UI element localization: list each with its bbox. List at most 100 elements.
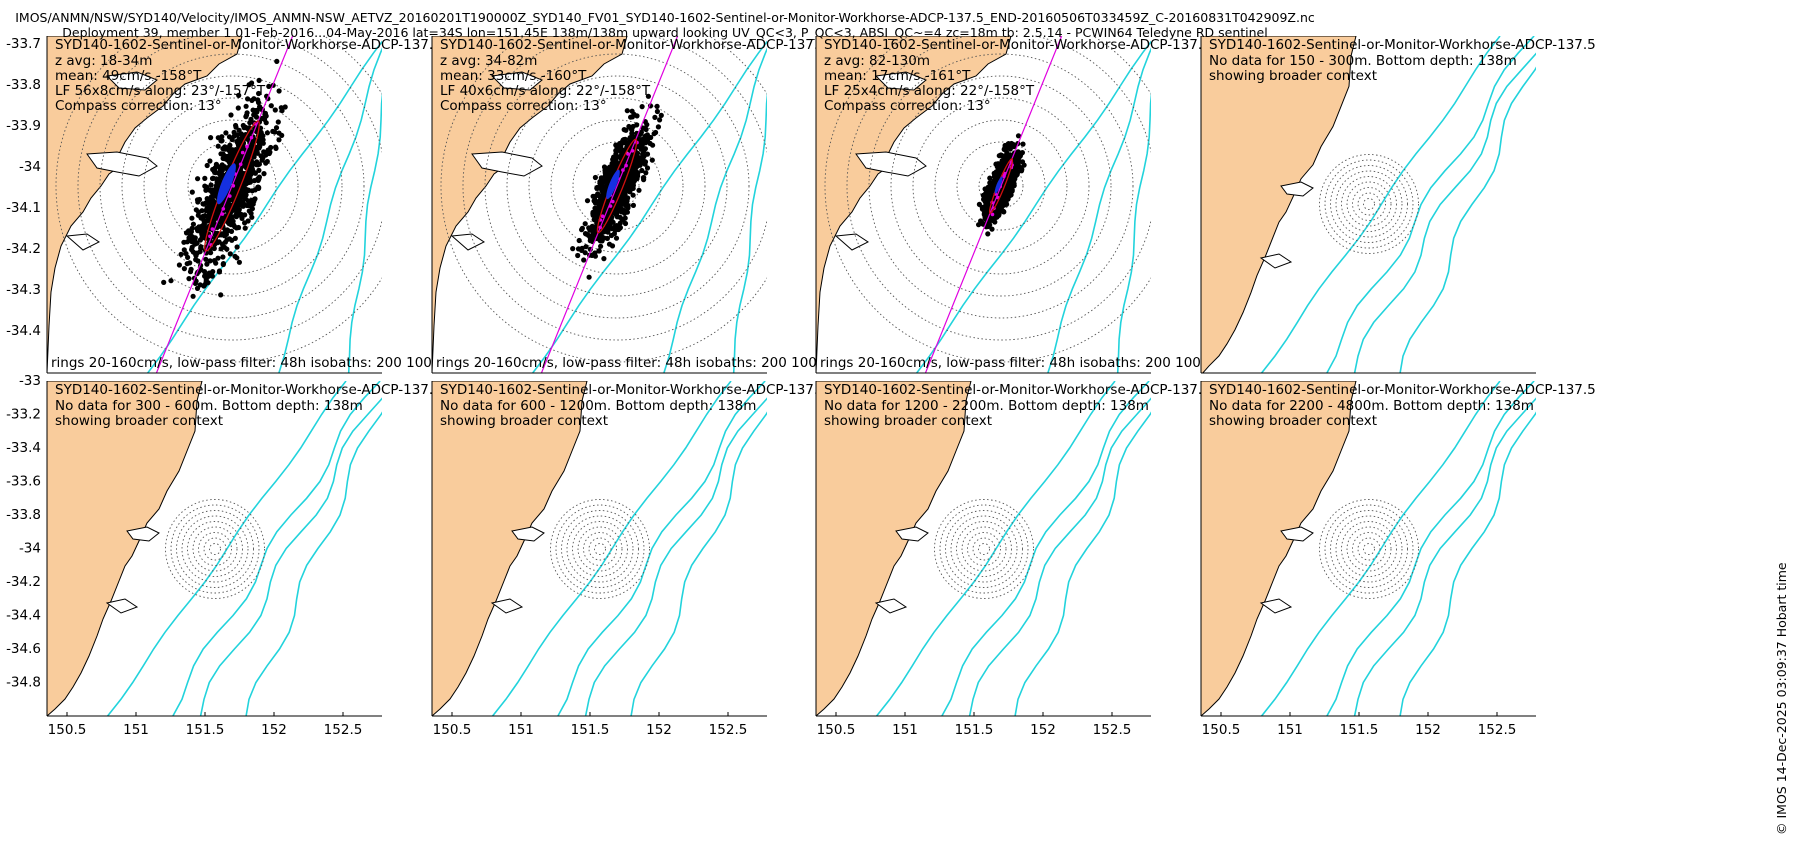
x-tick-label: 150.5 [48, 722, 87, 738]
isobath-line [1326, 36, 1535, 373]
speed-ring [824, 36, 1151, 363]
current-sample [246, 198, 253, 204]
current-sample [639, 167, 645, 174]
current-sample [202, 175, 208, 181]
estuary [1259, 253, 1293, 269]
current-sample [654, 103, 660, 109]
current-sample [274, 58, 280, 64]
panel-stats-line: No data for 600 - 1200m. Bottom depth: 1… [440, 398, 756, 414]
current-sample [998, 152, 1004, 158]
current-sample [988, 192, 994, 198]
current-sample [208, 194, 214, 200]
speed-ring [506, 75, 728, 297]
current-sample [199, 234, 205, 241]
current-sample [214, 182, 220, 188]
current-sample [618, 205, 624, 211]
speed-ring [978, 543, 990, 555]
current-sample [272, 107, 278, 113]
map-panel-1-4: SYD140-1602-Sentinel-or-Monitor-Workhors… [1200, 36, 1596, 374]
current-sample [626, 123, 632, 130]
panel-stats-line: Compass correction: 13° [55, 98, 222, 114]
low-pass-sample [245, 144, 249, 149]
current-sample [181, 266, 187, 272]
current-sample [249, 214, 255, 220]
current-sample [245, 218, 251, 224]
panel-stats-line: z avg: 18-34m [55, 53, 152, 69]
low-pass-sample [621, 168, 625, 172]
isobath-line [663, 47, 767, 373]
isobath-line [1353, 52, 1536, 373]
current-sample [214, 208, 220, 214]
current-sample [608, 232, 615, 239]
current-sample [637, 155, 643, 161]
current-sample [247, 120, 253, 126]
current-sample [247, 178, 254, 184]
speed-ring [1324, 159, 1414, 249]
current-sample [591, 230, 597, 236]
current-sample [189, 215, 195, 221]
current-sample [985, 231, 991, 237]
current-sample [210, 204, 216, 210]
isobath-line [557, 381, 766, 716]
estuary [1259, 598, 1293, 614]
current-sample [579, 225, 585, 231]
current-sample [989, 226, 995, 232]
isobath-line [1399, 411, 1536, 716]
speed-ring [1319, 154, 1419, 254]
map-panel-1-1: SYD140-1602-Sentinel-or-Monitor-Workhors… [6, 36, 531, 374]
estuary [86, 151, 158, 177]
current-sample [211, 245, 217, 252]
land-mass [1201, 381, 1357, 716]
panel-title: SYD140-1602-Sentinel-or-Monitor-Workhors… [1209, 37, 1596, 53]
current-sample [594, 185, 600, 191]
current-sample [194, 285, 201, 291]
current-sample [604, 202, 610, 208]
current-sample [197, 282, 203, 288]
current-sample [986, 221, 992, 227]
isobath-line [278, 47, 382, 373]
isobath-line [491, 381, 732, 716]
x-tick-label: 151 [892, 722, 918, 738]
panel-stats-line: mean: 49cm/s -158°T [55, 68, 202, 84]
current-sample [262, 111, 268, 117]
current-sample [218, 292, 224, 298]
y-tick-label: -34.4 [6, 608, 41, 624]
current-sample [643, 170, 649, 176]
isobath-line [199, 397, 382, 716]
current-sample [196, 209, 202, 215]
current-sample [996, 168, 1002, 174]
current-sample [249, 80, 255, 86]
y-tick-label: -34.2 [6, 574, 41, 590]
current-sample [639, 143, 645, 149]
x-tick-label: 152.5 [709, 722, 748, 738]
current-sample [643, 126, 649, 133]
current-sample [655, 124, 661, 130]
y-tick-label: -33 [19, 373, 41, 389]
current-sample [200, 213, 206, 219]
current-sample [202, 273, 208, 279]
current-sample [236, 92, 242, 98]
current-sample [221, 152, 227, 158]
current-sample [192, 280, 198, 286]
speed-ring [209, 543, 221, 555]
current-sample [592, 250, 598, 256]
current-sample [236, 127, 242, 133]
current-sample [1015, 152, 1021, 158]
current-sample [209, 199, 215, 205]
panel-footer: rings 20-160cm/s, low-pass filter: 48h i… [436, 355, 916, 371]
current-sample [219, 241, 225, 247]
current-sample [612, 223, 618, 230]
current-sample [627, 189, 633, 195]
current-sample [636, 187, 642, 193]
current-sample [598, 243, 604, 249]
current-sample [263, 120, 269, 126]
current-sample [216, 269, 222, 275]
current-sample [184, 261, 190, 267]
current-sample [588, 235, 594, 241]
current-sample [209, 175, 216, 182]
current-sample [219, 162, 225, 168]
header-filename: IMOS/ANMN/NSW/SYD140/Velocity/IMOS_ANMN-… [15, 10, 1315, 25]
current-sample [242, 225, 248, 231]
speed-ring [187, 521, 243, 577]
current-sample [1014, 168, 1020, 174]
